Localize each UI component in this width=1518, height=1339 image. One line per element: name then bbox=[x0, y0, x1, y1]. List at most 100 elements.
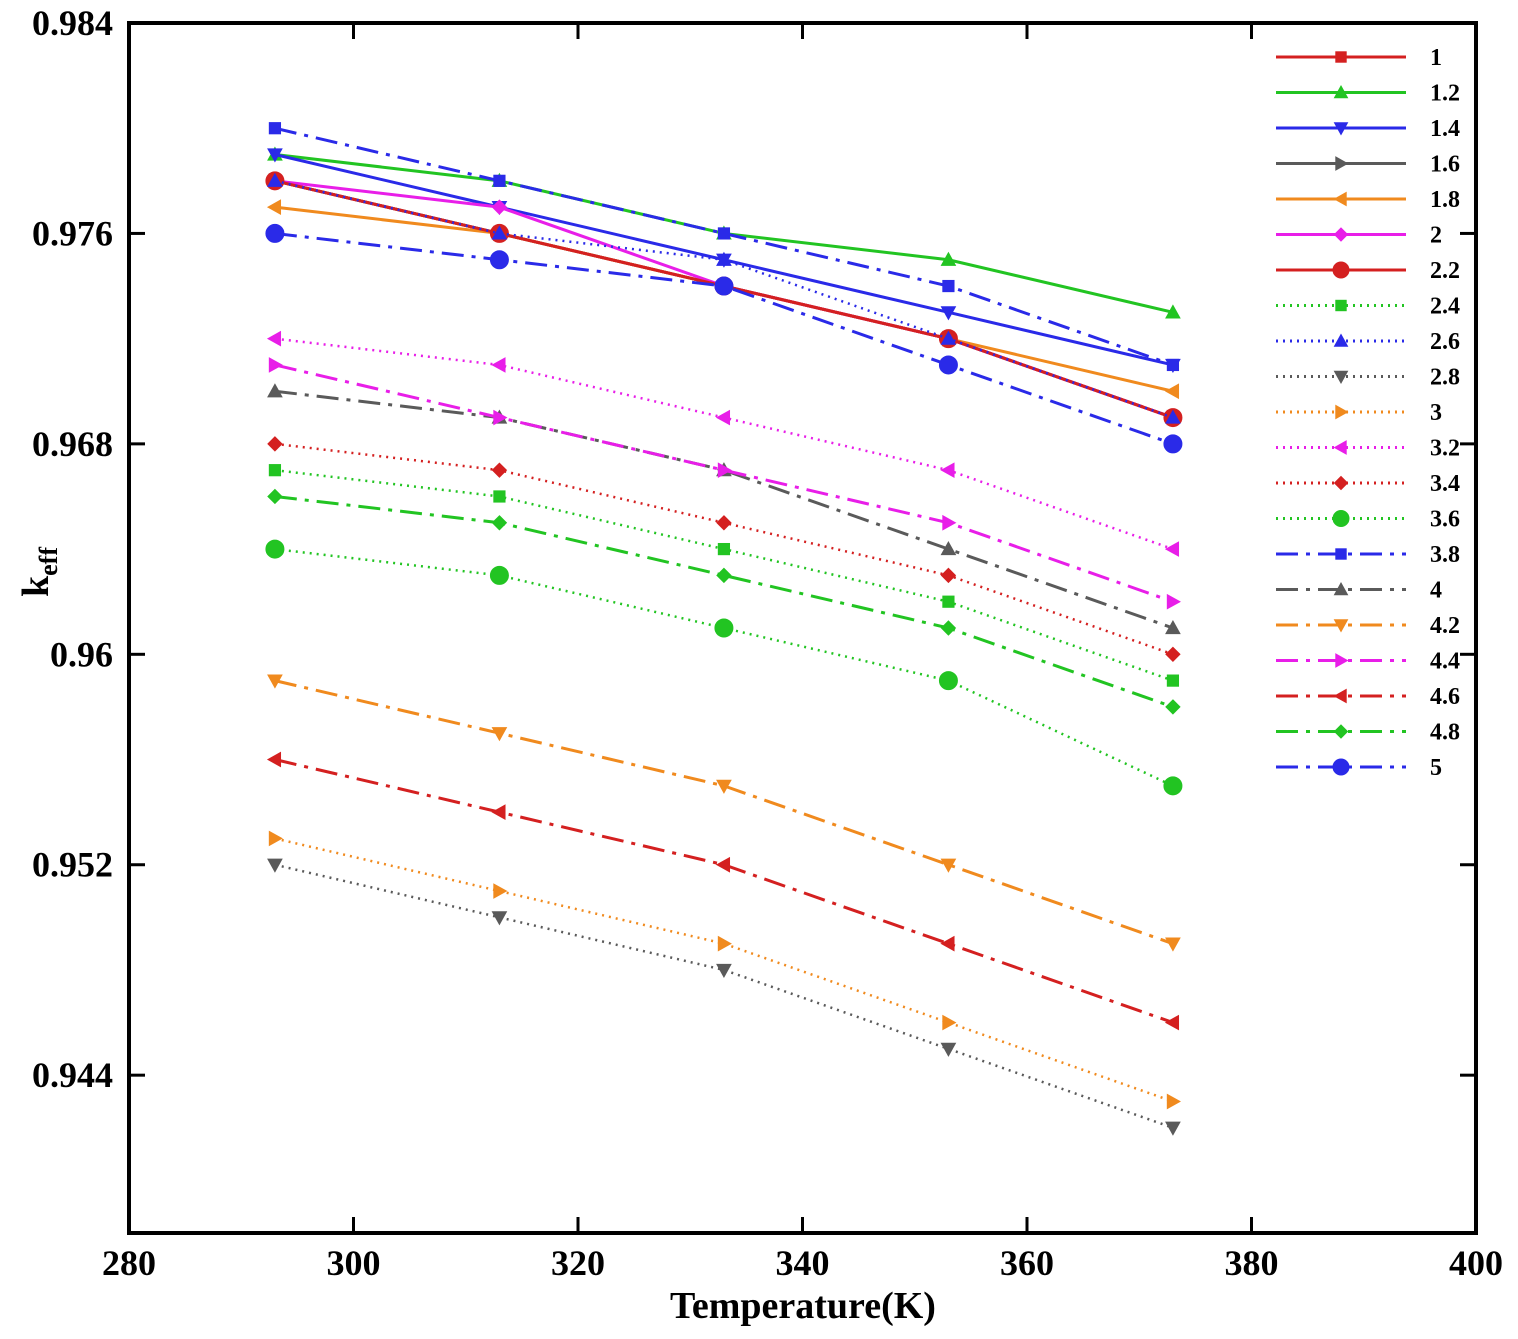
legend-label: 2 bbox=[1430, 223, 1442, 249]
legend-marker bbox=[1335, 299, 1347, 312]
data-point bbox=[938, 355, 958, 375]
series-line bbox=[274, 179, 1174, 419]
series-line bbox=[274, 179, 1174, 419]
data-point bbox=[940, 567, 957, 584]
legend-item: 4.8 bbox=[1276, 720, 1460, 746]
legend-label: 4.6 bbox=[1430, 684, 1460, 710]
legend-item: 1.2 bbox=[1276, 81, 1460, 107]
data-point bbox=[265, 223, 285, 243]
data-point bbox=[1165, 304, 1181, 319]
data-point bbox=[1165, 699, 1181, 715]
x-tick-label: 380 bbox=[1225, 1243, 1279, 1283]
data-point bbox=[267, 148, 283, 163]
data-point bbox=[1165, 409, 1181, 424]
data-point bbox=[716, 567, 732, 584]
series-3.8 bbox=[268, 122, 1180, 372]
legend-marker bbox=[1332, 510, 1350, 527]
y-tick-label: 0.952 bbox=[32, 845, 113, 885]
data-point bbox=[717, 935, 732, 952]
data-point bbox=[1166, 593, 1181, 610]
legend-marker bbox=[1333, 370, 1349, 385]
data-point bbox=[940, 620, 957, 636]
data-point bbox=[938, 671, 958, 691]
legend-marker bbox=[1333, 191, 1347, 207]
data-point bbox=[493, 490, 506, 503]
x-tick-label: 280 bbox=[102, 1243, 156, 1283]
y-axis-title-main: k bbox=[15, 575, 57, 597]
legend-label: 2.8 bbox=[1430, 365, 1460, 391]
series-line bbox=[274, 363, 1174, 604]
data-point bbox=[1163, 776, 1183, 796]
data-point bbox=[267, 488, 283, 505]
legend-item: 1 bbox=[1276, 45, 1442, 71]
data-point bbox=[266, 751, 282, 768]
legend-marker bbox=[1335, 548, 1347, 560]
series-line bbox=[274, 179, 1174, 419]
data-point bbox=[942, 1014, 957, 1031]
legend-label: 4.2 bbox=[1430, 613, 1460, 639]
series-2.2 bbox=[265, 171, 1183, 428]
data-point bbox=[491, 357, 506, 373]
data-point bbox=[1163, 434, 1183, 454]
legend-item: 3.6 bbox=[1276, 507, 1460, 533]
legend-item: 2.6 bbox=[1276, 329, 1460, 355]
legend-label: 2.6 bbox=[1430, 329, 1460, 355]
data-point bbox=[716, 515, 732, 531]
series-line bbox=[274, 758, 1174, 1024]
legend-marker bbox=[1333, 84, 1349, 99]
y-tick-label: 0.944 bbox=[32, 1055, 113, 1095]
data-point bbox=[717, 227, 731, 240]
legend-marker bbox=[1335, 404, 1349, 420]
legend-label: 4.8 bbox=[1430, 720, 1460, 746]
data-point bbox=[493, 409, 508, 426]
legend-marker bbox=[1333, 475, 1349, 491]
data-point bbox=[715, 856, 731, 873]
data-point bbox=[940, 462, 955, 479]
legend-item: 1.4 bbox=[1276, 116, 1460, 142]
data-point bbox=[489, 565, 509, 585]
legend-marker bbox=[1335, 653, 1349, 668]
series-line bbox=[274, 179, 1174, 419]
series-2.6 bbox=[267, 172, 1181, 424]
data-point bbox=[717, 462, 732, 479]
legend-label: 1 bbox=[1430, 45, 1442, 71]
data-point bbox=[716, 251, 732, 266]
data-point bbox=[1166, 358, 1180, 372]
data-point bbox=[1164, 541, 1180, 557]
data-point bbox=[1166, 1093, 1181, 1110]
data-point bbox=[491, 225, 508, 240]
data-point bbox=[714, 276, 734, 296]
legend-marker bbox=[1333, 688, 1347, 704]
legend-marker bbox=[1333, 581, 1349, 596]
data-point bbox=[491, 911, 508, 926]
legend-label: 5 bbox=[1430, 755, 1442, 781]
legend-marker bbox=[1333, 333, 1349, 347]
data-point bbox=[714, 618, 734, 638]
legend-item: 4.4 bbox=[1276, 649, 1460, 675]
series-3.2 bbox=[266, 330, 1180, 557]
data-point bbox=[942, 595, 955, 608]
legend-item: 4 bbox=[1276, 578, 1442, 604]
y-tick-label: 0.968 bbox=[32, 424, 113, 464]
data-point bbox=[940, 935, 955, 952]
legend-item: 3.8 bbox=[1276, 542, 1460, 568]
data-point bbox=[1165, 937, 1181, 952]
legend-label: 3.6 bbox=[1430, 507, 1460, 533]
legend-label: 1.8 bbox=[1430, 187, 1460, 213]
data-point bbox=[265, 539, 285, 559]
legend: 1 1.2 1.4 1.6 1.8 2 2.2 2.4 2.6 2.8 3 3.2 3.4 3.6 3.8 4… bbox=[1276, 45, 1460, 781]
y-tick-label: 0.96 bbox=[50, 634, 113, 674]
plot-frame bbox=[127, 21, 1478, 1235]
legend-item: 2.8 bbox=[1276, 365, 1460, 391]
legend-marker bbox=[1333, 122, 1349, 136]
data-point bbox=[1164, 1014, 1180, 1031]
data-point bbox=[491, 727, 508, 742]
series-3.6 bbox=[265, 539, 1183, 796]
plot-area bbox=[265, 122, 1183, 1136]
data-point bbox=[1164, 383, 1180, 400]
legend-item: 1.8 bbox=[1276, 187, 1460, 213]
legend-item: 2.4 bbox=[1276, 294, 1460, 320]
data-point bbox=[940, 1042, 957, 1057]
